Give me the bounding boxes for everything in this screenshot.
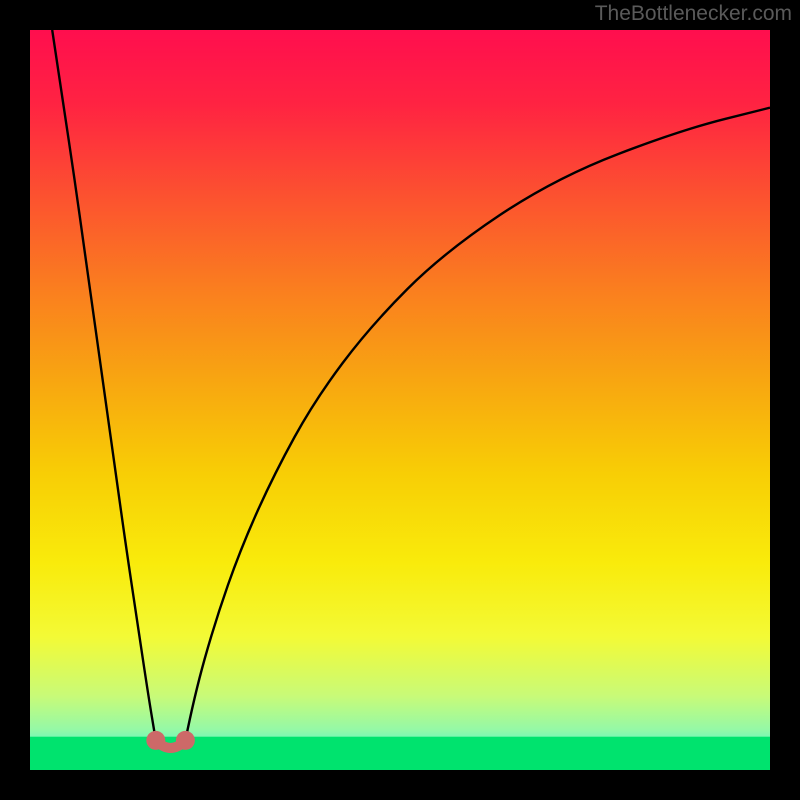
green-band (30, 737, 770, 770)
valley-marker-1 (176, 731, 195, 750)
valley-marker-0 (146, 731, 165, 750)
chart-container: TheBottlenecker.com (0, 0, 800, 800)
gradient-background (30, 30, 770, 770)
watermark-text: TheBottlenecker.com (595, 2, 792, 26)
plot-area (30, 30, 770, 770)
